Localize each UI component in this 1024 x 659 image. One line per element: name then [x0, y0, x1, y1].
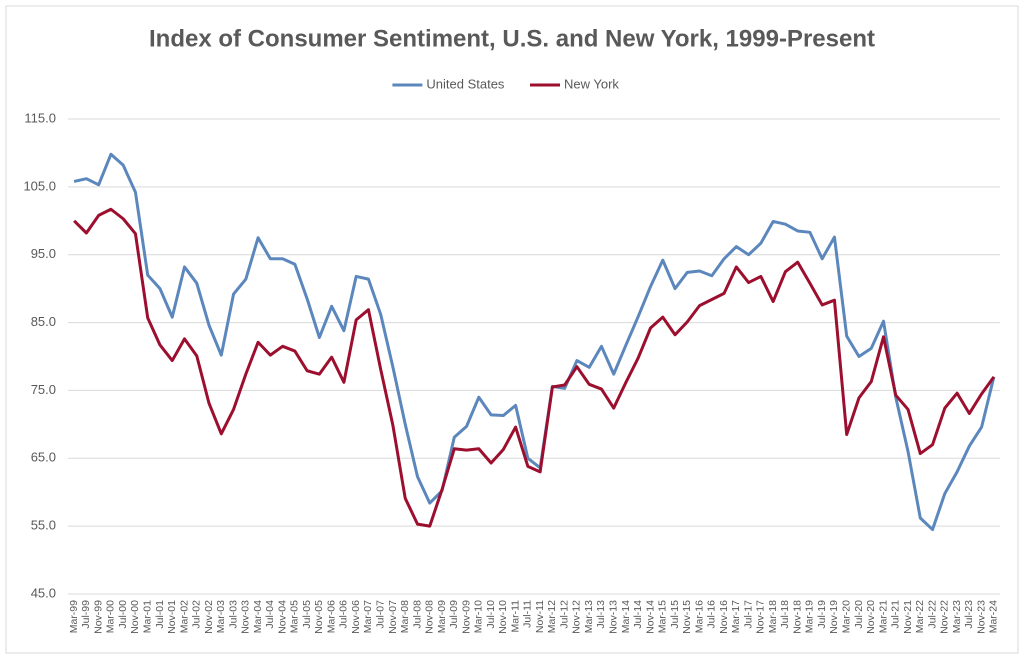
- x-tick-label: Jul-06: [338, 600, 350, 629]
- x-tick-label: Jul-08: [411, 600, 423, 629]
- x-tick-label: Jul-12: [558, 600, 570, 629]
- x-tick-label: Nov-20: [865, 600, 877, 634]
- x-tick-label: Jul-15: [669, 600, 681, 629]
- legend-label: New York: [564, 76, 619, 91]
- x-tick-label: Jul-21: [890, 600, 902, 629]
- x-tick-label: Jul-99: [80, 600, 92, 629]
- y-tick-label: 45.0: [31, 585, 56, 600]
- x-tick-label: Mar-12: [546, 600, 558, 633]
- x-tick-label: Jul-18: [779, 600, 791, 629]
- legend-label: United States: [426, 76, 505, 91]
- x-tick-label: Jul-11: [522, 600, 534, 628]
- x-tick-label: Jul-14: [632, 600, 644, 629]
- x-tick-label: Mar-14: [620, 600, 632, 633]
- x-tick-label: Mar-23: [951, 600, 963, 633]
- chart-title: Index of Consumer Sentiment, U.S. and Ne…: [149, 25, 875, 52]
- x-tick-label: Nov-12: [571, 600, 583, 634]
- x-tick-label: Mar-15: [657, 600, 669, 633]
- x-tick-label: Mar-09: [436, 600, 448, 633]
- x-tick-label: Nov-09: [460, 600, 472, 634]
- x-tick-label: Jul-19: [816, 600, 828, 629]
- x-tick-label: Nov-18: [791, 600, 803, 634]
- x-tick-label: Jul-13: [595, 600, 607, 629]
- x-tick-label: Mar-22: [914, 600, 926, 633]
- x-tick-label: Nov-03: [240, 600, 252, 634]
- x-tick-label: Nov-21: [902, 600, 914, 634]
- x-tick-label: Jul-16: [706, 600, 718, 629]
- x-tick-label: Mar-10: [473, 600, 485, 633]
- x-tick-label: Mar-13: [583, 600, 595, 633]
- y-tick-label: 65.0: [31, 450, 56, 465]
- x-tick-label: Jul-07: [374, 600, 386, 629]
- x-tick-label: Nov-02: [203, 600, 215, 634]
- x-tick-label: Mar-02: [178, 600, 190, 633]
- x-tick-label: Nov-08: [424, 600, 436, 634]
- y-tick-label: 105.0: [23, 178, 56, 193]
- x-tick-label: Jul-03: [227, 600, 239, 629]
- x-tick-label: Nov-06: [350, 600, 362, 634]
- x-tick-label: Mar-24: [988, 600, 1000, 633]
- x-tick-label: Mar-03: [215, 600, 227, 633]
- x-tick-label: Nov-16: [718, 600, 730, 634]
- x-tick-label: Mar-16: [693, 600, 705, 633]
- x-tick-label: Mar-05: [289, 600, 301, 633]
- x-tick-label: Nov-13: [607, 600, 619, 634]
- x-tick-label: Nov-22: [939, 600, 951, 634]
- x-tick-label: Jul-20: [853, 600, 865, 629]
- y-tick-label: 55.0: [31, 518, 56, 533]
- x-tick-label: Jul-00: [117, 600, 129, 629]
- x-tick-label: Mar-04: [252, 600, 264, 633]
- x-tick-label: Nov-23: [975, 600, 987, 634]
- x-tick-label: Mar-01: [141, 600, 153, 633]
- x-tick-label: Jul-10: [485, 600, 497, 629]
- x-tick-label: Nov-17: [755, 600, 767, 634]
- x-tick-label: Jul-04: [264, 600, 276, 629]
- y-tick-label: 115.0: [24, 110, 56, 125]
- x-tick-label: Mar-99: [68, 600, 80, 633]
- y-tick-label: 85.0: [31, 314, 56, 329]
- x-tick-label: Mar-07: [362, 600, 374, 633]
- x-tick-label: Mar-21: [877, 600, 889, 633]
- x-tick-label: Nov-07: [387, 600, 399, 634]
- x-tick-label: Nov-05: [313, 600, 325, 634]
- x-tick-label: Nov-99: [92, 600, 104, 634]
- x-tick-label: Jul-09: [448, 600, 460, 629]
- series-line: [73, 152, 996, 532]
- x-tick-label: Mar-18: [767, 600, 779, 633]
- y-tick-label: 95.0: [31, 246, 56, 261]
- x-tick-label: Jul-17: [742, 600, 754, 629]
- x-tick-label: Mar-00: [105, 600, 117, 633]
- x-tick-label: Mar-11: [509, 600, 521, 633]
- x-tick-label: Nov-15: [681, 600, 693, 634]
- x-tick-label: Nov-19: [828, 600, 840, 634]
- x-tick-label: Jul-23: [963, 600, 975, 629]
- chart-frame: [5, 5, 1019, 654]
- x-tick-label: Mar-19: [804, 600, 816, 633]
- x-tick-label: Nov-04: [276, 600, 288, 634]
- x-tick-label: Nov-01: [166, 600, 178, 634]
- series-line: [73, 207, 996, 528]
- x-tick-label: Jul-05: [301, 600, 313, 629]
- x-tick-label: Jul-02: [191, 600, 203, 629]
- x-tick-label: Mar-06: [325, 600, 337, 633]
- x-tick-label: Jul-01: [154, 600, 166, 629]
- x-tick-label: Nov-11: [534, 600, 546, 633]
- y-tick-label: 75.0: [31, 382, 56, 397]
- x-tick-label: Mar-08: [399, 600, 411, 633]
- x-tick-label: Jul-22: [926, 600, 938, 629]
- x-tick-label: Nov-14: [644, 600, 656, 634]
- x-tick-label: Nov-10: [497, 600, 509, 634]
- x-tick-label: Nov-00: [129, 600, 141, 634]
- x-tick-label: Mar-20: [840, 600, 852, 633]
- x-tick-label: Mar-17: [730, 600, 742, 633]
